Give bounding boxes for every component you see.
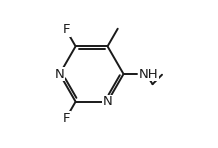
Text: NH: NH <box>139 67 159 81</box>
Text: F: F <box>62 112 70 124</box>
Text: F: F <box>62 24 70 36</box>
Text: N: N <box>55 67 65 81</box>
Text: N: N <box>103 95 112 108</box>
